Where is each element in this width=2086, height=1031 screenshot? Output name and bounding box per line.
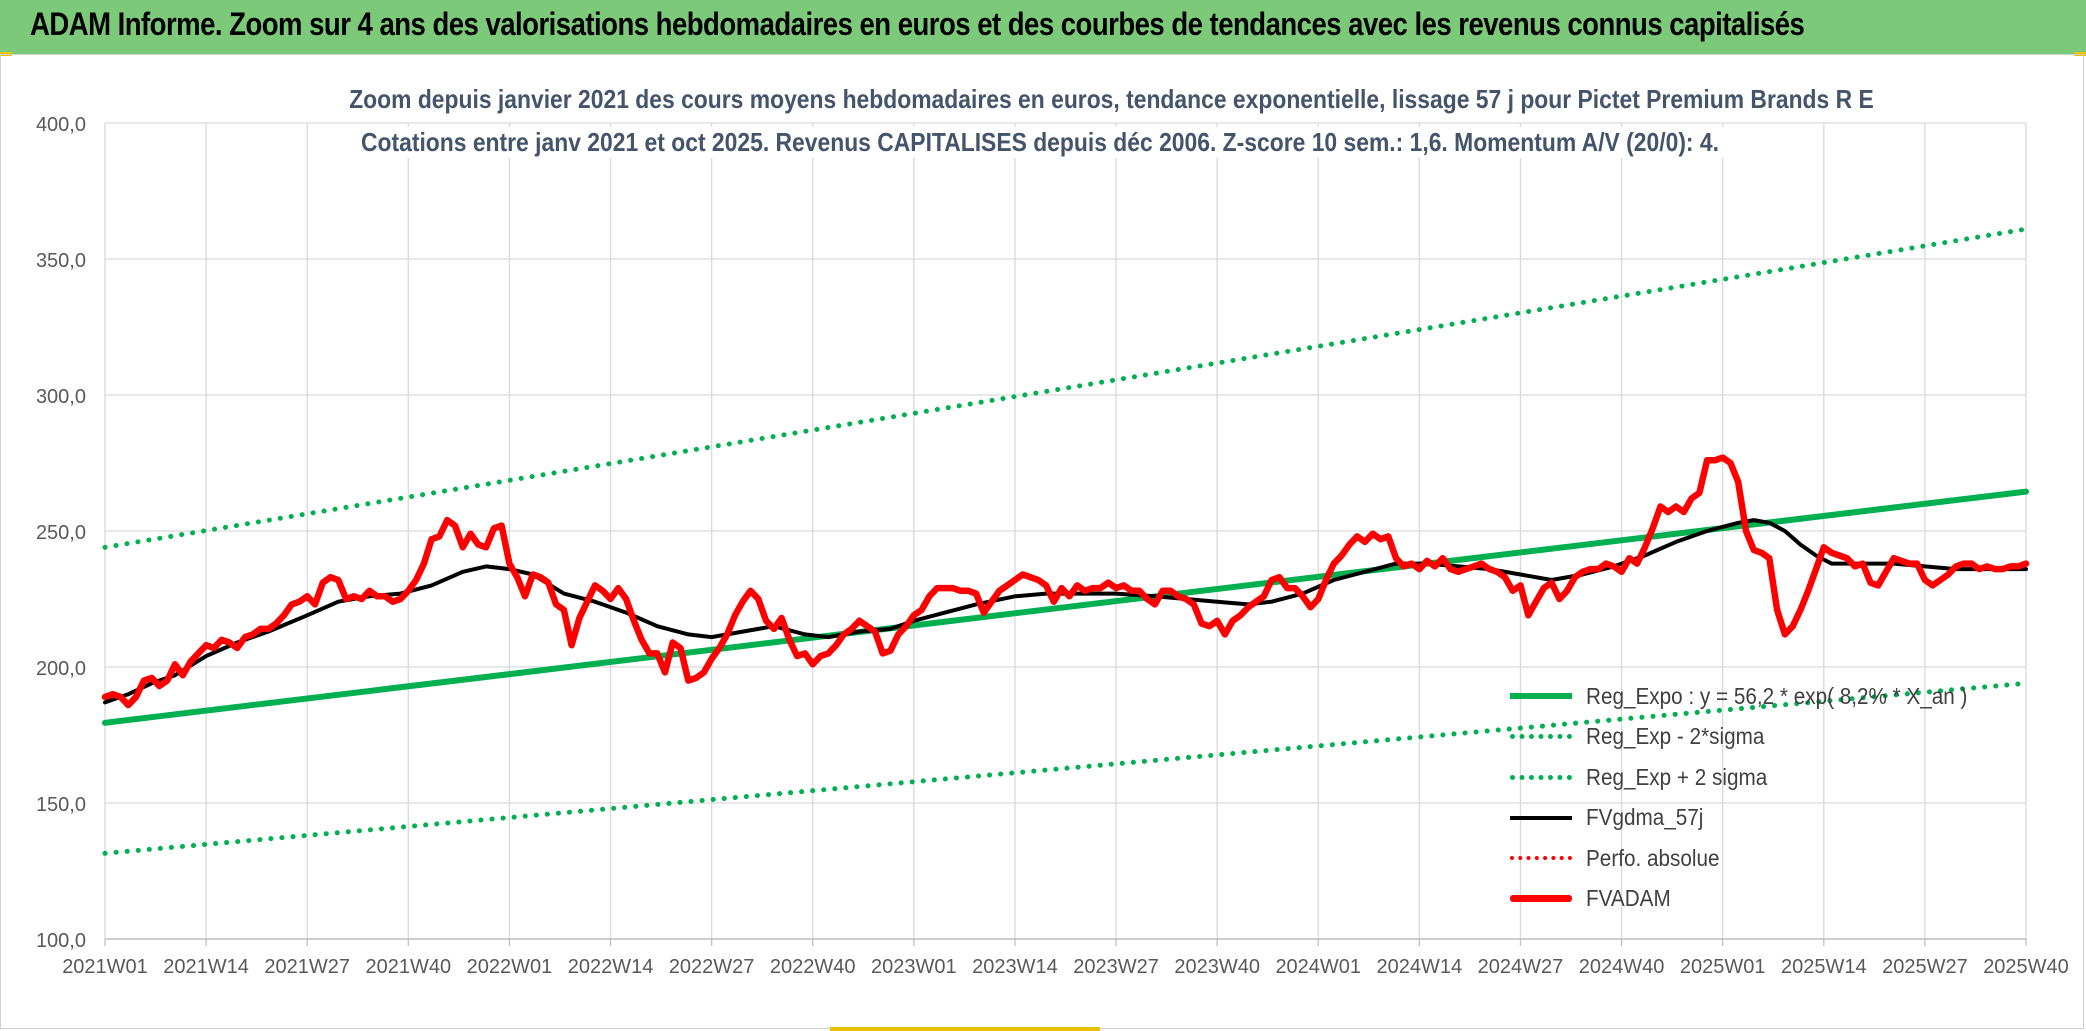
chart-legend: Reg_Expo : y = 56,2 * exp( 8,2% * X_an )… <box>1510 676 2010 919</box>
legend-item-perfo: Perfo. absolue <box>1510 838 2010 879</box>
legend-swatch-fvgdma <box>1510 815 1572 820</box>
legend-swatch-reg-exp-minus <box>1510 734 1572 740</box>
legend-item-fvgdma: FVgdma_57j <box>1510 798 2010 839</box>
y-tick-label: 300,0 <box>36 386 86 408</box>
x-tick-label: 2022W40 <box>770 956 856 978</box>
x-tick-label: 2024W40 <box>1579 956 1665 978</box>
bottom-accent <box>830 1027 1100 1031</box>
x-tick-label: 2023W14 <box>972 956 1058 978</box>
legend-label-reg-exp-minus: Reg_Exp - 2*sigma <box>1586 723 1765 750</box>
legend-swatch-reg-expo <box>1510 693 1572 700</box>
legend-item-reg-exp-plus: Reg_Exp + 2 sigma <box>1510 757 2010 798</box>
y-tick-label: 100,0 <box>36 930 86 952</box>
x-tick-label: 2025W01 <box>1680 956 1766 978</box>
x-tick-label: 2023W40 <box>1174 956 1260 978</box>
x-tick-label: 2025W40 <box>1983 956 2069 978</box>
x-tick-label: 2021W27 <box>264 956 350 978</box>
legend-item-fvadam: FVADAM <box>1510 879 2010 920</box>
legend-label-reg-exp-plus: Reg_Exp + 2 sigma <box>1586 763 1768 790</box>
legend-item-reg-expo: Reg_Expo : y = 56,2 * exp( 8,2% * X_an ) <box>1510 676 2010 717</box>
reg-exp-plus-2sigma-line <box>102 226 2029 550</box>
x-tick-label: 2021W40 <box>366 956 452 978</box>
series-layer <box>101 226 2030 856</box>
legend-label-fvadam: FVADAM <box>1586 885 1671 912</box>
tick-layer: 100,0 150,0 200,0 250,0 300,0 350,0 400,0 2021W… <box>36 114 2069 978</box>
legend-label-reg-expo: Reg_Expo : y = 56,2 * exp( 8,2% * X_an ) <box>1586 682 1968 709</box>
legend-item-reg-exp-minus: Reg_Exp - 2*sigma <box>1510 717 2010 758</box>
legend-swatch-fvadam <box>1510 895 1572 903</box>
legend-label-perfo: Perfo. absolue <box>1586 844 1720 871</box>
x-tick-label: 2025W14 <box>1781 956 1867 978</box>
x-tick-label: 2024W27 <box>1478 956 1564 978</box>
legend-swatch-reg-exp-plus <box>1510 774 1572 780</box>
fvadam-line <box>101 454 2030 709</box>
header-band: ADAM Informe. Zoom sur 4 ans des valoris… <box>0 0 2086 54</box>
x-tick-label: 2023W01 <box>871 956 957 978</box>
y-tick-label: 350,0 <box>36 250 86 272</box>
x-tick-label: 2023W27 <box>1073 956 1159 978</box>
chart-subtitle: Cotations entre janv 2021 et oct 2025. R… <box>349 127 1731 158</box>
y-tick-label: 150,0 <box>36 794 86 816</box>
x-tick-label: 2024W14 <box>1377 956 1463 978</box>
y-tick-label: 400,0 <box>36 114 86 136</box>
chart-title: Zoom depuis janvier 2021 des cours moyen… <box>349 84 1874 115</box>
x-tick-label: 2025W27 <box>1882 956 1968 978</box>
x-tick-label: 2022W27 <box>669 956 755 978</box>
x-tick-label: 2022W01 <box>467 956 553 978</box>
reg-exp-minus-2sigma-line <box>102 680 2029 856</box>
x-tick-label: 2024W01 <box>1275 956 1361 978</box>
report-title: ADAM Informe. Zoom sur 4 ans des valoris… <box>30 6 1805 42</box>
legend-label-fvgdma: FVgdma_57j <box>1586 804 1704 831</box>
x-tick-label: 2021W01 <box>62 956 148 978</box>
y-tick-label: 200,0 <box>36 658 86 680</box>
grid-layer <box>104 122 2027 946</box>
legend-swatch-perfo <box>1510 856 1572 861</box>
x-tick-label: 2022W14 <box>568 956 654 978</box>
y-tick-label: 250,0 <box>36 522 86 544</box>
x-tick-label: 2021W14 <box>163 956 249 978</box>
